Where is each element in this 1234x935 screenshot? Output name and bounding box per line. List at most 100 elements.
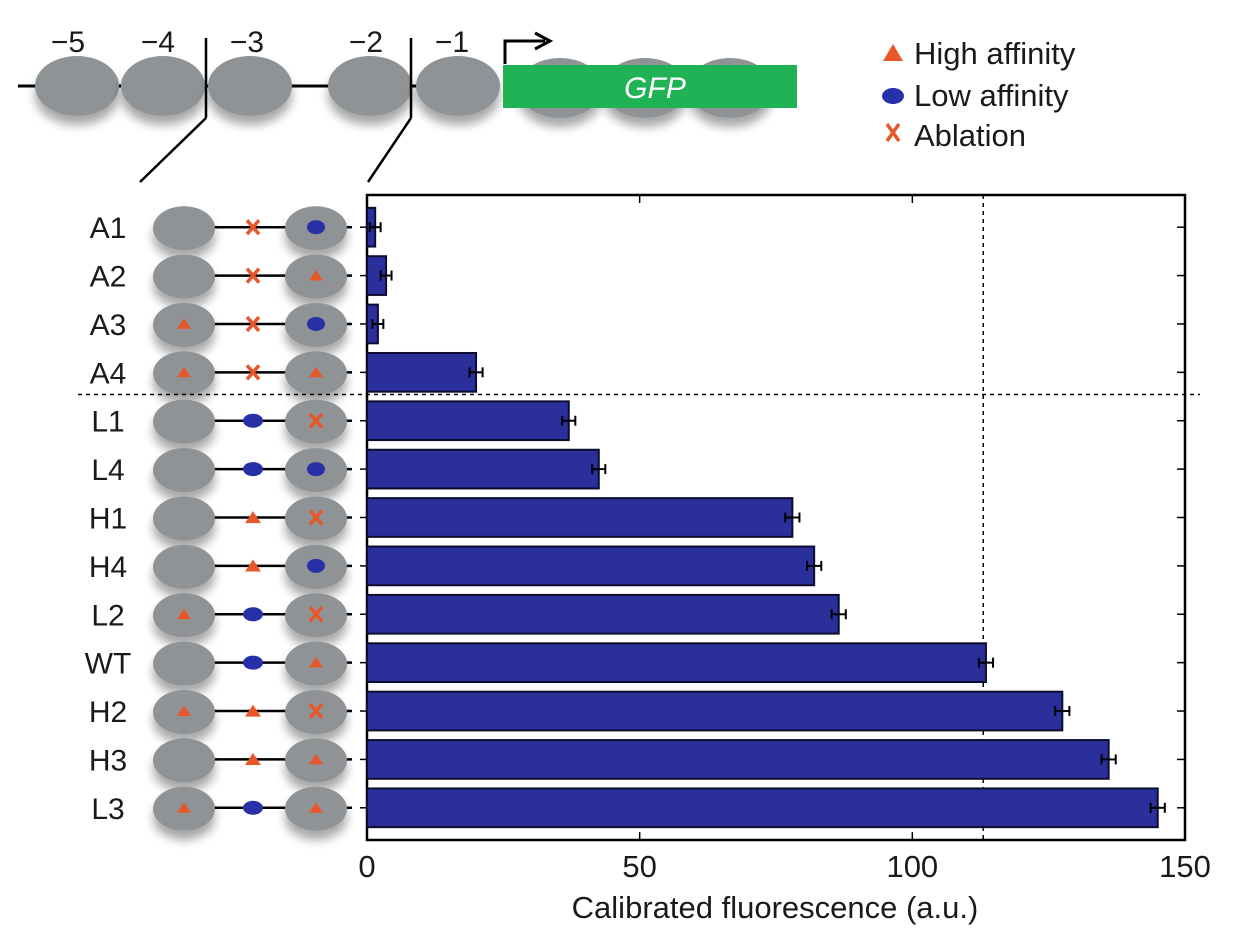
ablation-x-icon — [308, 702, 324, 720]
construct-row-wt: WT — [85, 641, 352, 686]
gfp-gene-box — [503, 65, 797, 108]
high-affinity-triangle-icon — [177, 802, 191, 813]
ablation-x-icon — [245, 219, 261, 236]
nucleosome-position-5 — [416, 56, 500, 116]
construct-nucleosome-left — [153, 399, 215, 444]
row-label-h3: H3 — [89, 744, 127, 777]
row-label-wt: WT — [85, 648, 132, 681]
high-affinity-triangle-icon — [177, 608, 191, 620]
legend: High affinity Low affinity Ablation — [882, 36, 1076, 153]
position-label: −2 — [349, 26, 383, 59]
gfp-gene-label: GFP — [624, 72, 686, 105]
construct-nucleosome-left — [153, 738, 215, 783]
promoter-arrow-icon — [503, 39, 545, 64]
bar-l3 — [366, 787, 1159, 829]
plot-area: 0 50 100 150 — [78, 193, 1211, 884]
high-affinity-triangle-icon — [309, 802, 323, 813]
legend-label-high-affinity: High affinity — [914, 36, 1076, 71]
high-affinity-triangle-icon — [309, 753, 323, 765]
high-affinity-triangle-icon — [177, 366, 191, 378]
bar-h2 — [366, 690, 1064, 732]
nucleosome-position-3 — [208, 56, 292, 116]
construct-row-h1: H1 — [89, 496, 352, 541]
ablation-x-icon — [245, 364, 261, 381]
high-affinity-triangle-icon — [177, 318, 191, 329]
nucleosome-position-4 — [328, 56, 412, 116]
construct-nucleosome-left — [153, 206, 215, 251]
construct-nucleosome-left — [153, 544, 215, 589]
bar-wt — [366, 642, 987, 684]
low-affinity-ellipse-icon — [307, 462, 325, 477]
ablation-x-icon — [308, 412, 324, 429]
low-affinity-ellipse-icon — [307, 316, 325, 331]
legend-high-affinity-triangle-icon — [883, 44, 903, 61]
position-label: −5 — [51, 26, 85, 59]
bar-h1 — [366, 497, 794, 538]
construct-row-h3: H3 — [89, 738, 352, 783]
ablation-x-icon — [308, 606, 324, 623]
low-affinity-ellipse-icon — [243, 607, 263, 622]
construct-row-a1: A1 — [90, 206, 352, 251]
zoom-line-left — [139, 117, 207, 183]
row-label-l2: L2 — [91, 599, 124, 632]
legend-ablation-x-icon — [885, 122, 901, 143]
position-label: −1 — [435, 26, 469, 59]
bar-l2 — [366, 593, 840, 635]
x-tick-label: 100 — [886, 849, 938, 884]
bar-h4 — [366, 545, 816, 587]
nucleosome-position-1 — [35, 56, 119, 116]
row-label-l1: L1 — [91, 406, 124, 439]
x-tick-label: 150 — [1159, 849, 1211, 884]
construct-rows: A1 A2 A3 A4 L1 L4 H1 H4 L2 WT H2 H3 L3 — [85, 206, 352, 831]
legend-label-ablation: Ablation — [914, 118, 1026, 153]
row-label-a4: A4 — [90, 357, 127, 390]
low-affinity-ellipse-icon — [243, 655, 263, 670]
bar-l4 — [366, 448, 600, 490]
high-affinity-triangle-icon — [245, 559, 261, 572]
row-label-a1: A1 — [90, 212, 127, 245]
low-affinity-ellipse-icon — [243, 462, 263, 477]
construct-nucleosome-left — [153, 641, 215, 686]
legend-low-affinity-ellipse-icon — [882, 88, 904, 104]
high-affinity-triangle-icon — [309, 269, 323, 281]
construct-row-a2: A2 — [90, 254, 352, 299]
row-label-a3: A3 — [90, 309, 127, 342]
legend-label-low-affinity: Low affinity — [914, 78, 1069, 113]
construct-row-h2: H2 — [89, 690, 352, 735]
construct-row-a4: A4 — [90, 351, 352, 396]
position-label: −3 — [230, 26, 264, 59]
position-label: −4 — [141, 26, 175, 59]
construct-row-l1: L1 — [91, 399, 352, 444]
construct-row-a3: A3 — [90, 302, 352, 347]
promoter-arrow-head-icon — [534, 31, 554, 51]
construct-nucleosome-left — [153, 448, 215, 493]
high-affinity-triangle-icon — [245, 753, 261, 766]
construct-nucleosome-left — [153, 496, 215, 541]
high-affinity-triangle-icon — [245, 511, 261, 524]
low-affinity-ellipse-icon — [243, 413, 263, 428]
construct-row-h4: H4 — [89, 544, 352, 589]
row-label-a2: A2 — [90, 261, 127, 294]
high-affinity-triangle-icon — [245, 704, 261, 717]
low-affinity-ellipse-icon — [243, 800, 263, 815]
ablation-x-icon — [308, 509, 324, 526]
locus-schematic: GFP −5 −4 −3 −2 −1 — [18, 26, 797, 183]
x-tick-label: 0 — [358, 849, 375, 884]
x-axis-label: Calibrated fluorescence (a.u.) — [572, 890, 979, 925]
row-label-l4: L4 — [91, 454, 124, 487]
ablation-x-icon — [245, 315, 261, 333]
zoom-line-right — [366, 117, 413, 183]
bar-h3 — [366, 739, 1110, 780]
row-label-h2: H2 — [89, 696, 127, 729]
nucleosome-position-2 — [121, 56, 205, 116]
construct-row-l2: L2 — [91, 593, 352, 638]
low-affinity-ellipse-icon — [307, 558, 325, 573]
row-label-h1: H1 — [89, 503, 127, 536]
high-affinity-triangle-icon — [309, 657, 323, 668]
construct-row-l4: L4 — [91, 448, 352, 493]
ablation-x-icon — [245, 267, 261, 284]
high-affinity-triangle-icon — [177, 705, 191, 716]
row-label-h4: H4 — [89, 551, 127, 584]
